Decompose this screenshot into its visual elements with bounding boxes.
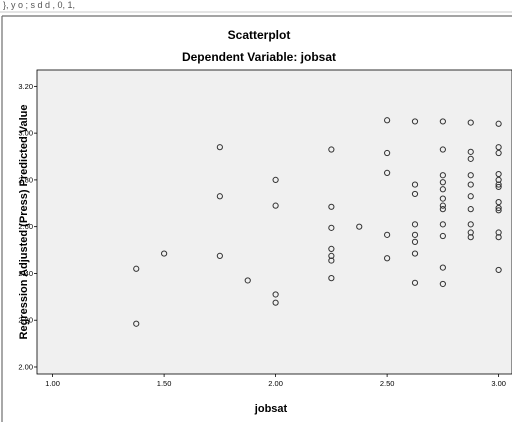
data-point [467, 193, 474, 200]
chart-title: Scatterplot [228, 28, 291, 42]
y-tick-label: 3.20 [18, 82, 33, 91]
data-point [411, 190, 419, 198]
x-tick-label: 1.50 [157, 379, 172, 388]
data-point [328, 146, 335, 153]
y-axis-label: Regression Adjusted (Press) Predicted Va… [18, 105, 30, 340]
data-point [439, 118, 446, 125]
data-point [216, 193, 223, 200]
data-point [467, 206, 474, 213]
data-point [439, 232, 446, 240]
data-point [384, 149, 391, 157]
y-tick-label: 2.60 [18, 222, 33, 231]
data-point [495, 170, 502, 178]
data-point [439, 264, 446, 271]
data-point [495, 120, 502, 127]
top-strip-text: }, y o ; s d d , 0, 1, [3, 0, 75, 10]
data-point [216, 252, 223, 260]
data-point [272, 291, 279, 298]
data-point [216, 144, 223, 151]
data-point [384, 117, 391, 124]
data-point [133, 265, 140, 272]
data-point [439, 280, 446, 288]
y-tick-label: 3.00 [18, 129, 33, 138]
x-axis-label: jobsat [254, 403, 288, 415]
data-point [495, 149, 502, 157]
y-axis-ticks: 2.00 2.20 2.40 2.60 2.80 3.00 3.20 [18, 82, 37, 371]
data-point [495, 266, 502, 274]
data-point [439, 186, 446, 193]
y-tick-label: 2.00 [18, 362, 33, 371]
data-point [467, 155, 474, 162]
y-tick-label: 2.40 [18, 269, 33, 278]
data-point [411, 181, 419, 188]
x-tick-label: 1.00 [45, 379, 60, 388]
data-point [495, 204, 502, 212]
data-point [495, 229, 502, 236]
chart-subtitle: Dependent Variable: jobsat [182, 50, 336, 64]
data-point [244, 277, 251, 284]
data-point [467, 234, 474, 241]
data-point [467, 221, 474, 228]
data-point [328, 203, 335, 210]
data-point [439, 221, 446, 228]
data-point [328, 224, 335, 231]
data-point [439, 179, 446, 186]
x-tick-label: 3.00 [491, 379, 506, 388]
y-tick-label: 2.80 [18, 175, 33, 184]
data-point [495, 144, 502, 151]
data-point [328, 245, 335, 252]
data-point [411, 279, 419, 286]
data-point [328, 275, 335, 282]
y-tick-label: 2.20 [18, 316, 33, 325]
data-point [467, 148, 474, 155]
data-point [439, 146, 446, 153]
data-point [384, 231, 391, 238]
data-point [495, 183, 502, 191]
data-point [384, 169, 391, 176]
data-point [495, 181, 502, 188]
data-point [384, 255, 391, 262]
x-tick-label: 2.50 [380, 379, 395, 388]
data-point [356, 223, 363, 230]
data-point [439, 202, 446, 209]
data-point [439, 172, 446, 179]
plot-area [36, 69, 512, 375]
data-point [328, 252, 335, 260]
data-point [411, 221, 419, 228]
data-points [133, 117, 502, 327]
data-point [328, 257, 335, 264]
data-point [467, 229, 474, 236]
data-point [495, 199, 502, 206]
data-point [272, 176, 279, 184]
data-point [495, 176, 502, 184]
x-axis-ticks: 1.00 1.50 2.00 2.50 3.00 [45, 374, 506, 388]
data-point [467, 172, 474, 179]
data-point [272, 299, 279, 306]
data-point [411, 238, 419, 245]
data-point [495, 207, 502, 214]
data-point [467, 181, 474, 188]
data-point [439, 206, 446, 213]
data-point [272, 202, 279, 209]
data-point [439, 195, 446, 202]
data-point [161, 250, 168, 257]
data-point [411, 118, 419, 125]
data-point [411, 250, 419, 257]
x-tick-label: 2.00 [268, 379, 283, 388]
data-point [495, 234, 502, 241]
data-point [411, 231, 419, 238]
data-point [133, 320, 140, 327]
data-point [467, 119, 474, 126]
